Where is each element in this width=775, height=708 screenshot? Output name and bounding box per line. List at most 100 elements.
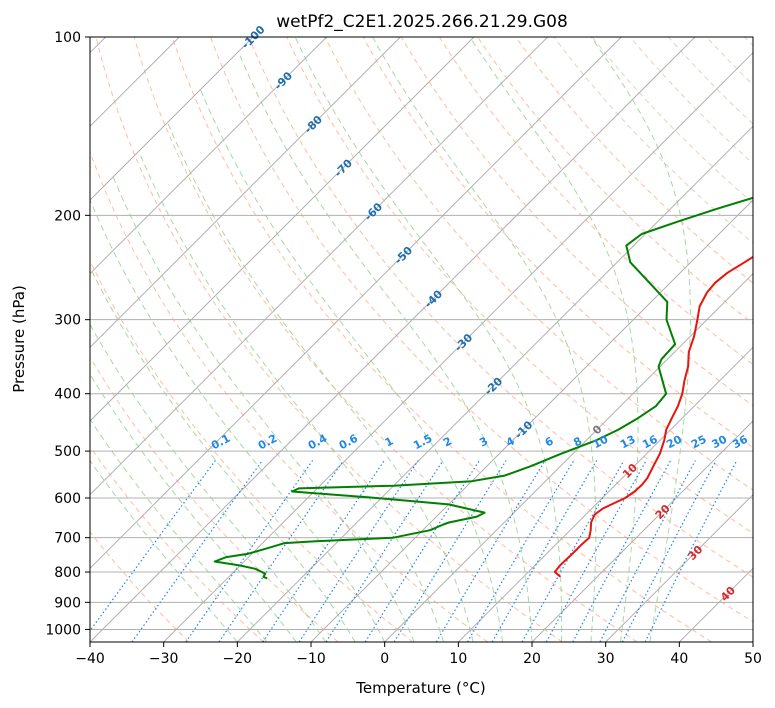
dry-adiabat-30 [133, 37, 638, 642]
mixing-ratio-label-9: 6 [543, 434, 556, 449]
isotherm-label-4: -60 [362, 200, 385, 223]
isotherm--40 [90, 37, 696, 642]
isotherm-0 [384, 272, 753, 642]
y-tick-label-400: 400 [54, 387, 81, 403]
mixing-ratio-label-16: 30 [710, 433, 730, 452]
mixing-ratio-label-15: 25 [689, 433, 709, 452]
isotherm-label-7: -30 [452, 331, 475, 354]
x-tick-label--10: −10 [296, 651, 326, 667]
isotherm-label-11: 10 [620, 461, 640, 481]
dry-adiabat-0 [90, 259, 414, 642]
dry-adiabat-80 [324, 37, 753, 491]
axes: −40 −30 −20 −10 0 10 20 30 40 5010020030040050060… [45, 30, 762, 667]
moist-adiabat--12 [90, 373, 297, 642]
moist-adiabat--4 [90, 266, 356, 642]
plot-frame [89, 36, 754, 643]
temperature-profile [553, 255, 753, 578]
x-tick-label--40: −40 [75, 651, 105, 667]
mixing-ratio-lines [90, 460, 738, 642]
mixing-ratio-line-11 [491, 460, 598, 642]
x-axis-label: Temperature (°C) [355, 679, 485, 697]
profiles [213, 196, 753, 580]
isotherm--10 [310, 199, 753, 642]
isotherm--50 [90, 37, 622, 570]
dry-adiabat-60 [248, 37, 753, 578]
y-tick-label-100: 100 [54, 30, 81, 46]
mixing-ratio-line-5 [298, 460, 419, 642]
mixing-ratio-label-13: 16 [640, 433, 660, 452]
isotherm-10 [457, 346, 753, 642]
mixing-ratio-line-13 [545, 460, 647, 642]
mixing-ratio-line-0 [90, 460, 216, 632]
mixing-ratio-line-8 [393, 460, 507, 642]
dry-adiabat--10 [90, 356, 339, 642]
chart-title: wetPf2_C2E1.2025.266.21.29.G08 [276, 12, 568, 32]
moist-adiabat-32 [469, 37, 639, 642]
isotherm--30 [163, 51, 753, 642]
moist-adiabat-0 [90, 200, 386, 642]
grid-layer [90, 36, 753, 630]
mixing-ratio-line-12 [521, 460, 625, 642]
isotherm--90 [90, 37, 328, 275]
moist-adiabat-20 [237, 50, 533, 642]
mixing-ratio-label-11: 10 [591, 432, 611, 451]
moist-adiabat-28 [372, 37, 597, 642]
mixing-ratio-label-12: 13 [618, 433, 638, 452]
dry-adiabat-10 [90, 150, 488, 642]
mixing-ratio-label-10: 8 [571, 434, 584, 449]
y-tick-label-900: 900 [54, 595, 81, 611]
dry-adiabat-150 [591, 37, 753, 204]
y-tick-label-600: 600 [54, 491, 81, 507]
mixing-ratio-line-7 [364, 460, 480, 642]
moist-adiabat-12 [166, 121, 474, 642]
dry-adiabats [90, 37, 753, 642]
y-tick-label-200: 200 [54, 208, 81, 224]
isotherm-50 [752, 641, 753, 642]
isotherm--70 [90, 37, 475, 422]
x-tick-label--20: −20 [223, 651, 253, 667]
isotherm-30 [605, 493, 753, 642]
mixing-ratio-line-10 [466, 460, 575, 642]
mixing-ratio-label-17: 36 [730, 433, 750, 452]
dry-adiabat-110 [438, 37, 753, 365]
mixing-ratio-line-15 [599, 460, 696, 642]
mixing-ratio-line-1 [131, 460, 263, 642]
mixing-ratio-label-2: 0.4 [306, 432, 330, 453]
isotherm--80 [90, 37, 401, 349]
moist-adiabat-4 [112, 175, 415, 642]
isotherm-20 [531, 420, 753, 642]
moist-adiabat--16 [90, 418, 268, 642]
dry-adiabat-100 [400, 37, 753, 407]
mixing-ratio-label-4: 1 [383, 434, 396, 449]
dry-adiabat-170 [668, 37, 753, 125]
x-tick-label-30: 30 [597, 651, 615, 667]
mixing-ratio-line-14 [572, 460, 672, 642]
plot-area [90, 37, 753, 642]
dry-adiabat-190 [744, 37, 753, 47]
mixing-ratio-line-3 [218, 460, 344, 642]
isotherm--60 [90, 37, 549, 496]
dry-adiabat-180 [706, 37, 753, 86]
y-tick-label-500: 500 [54, 444, 81, 460]
moist-adiabat-36 [590, 37, 691, 642]
isotherm-label-9: -10 [512, 418, 535, 441]
dry-adiabat--30 [90, 531, 190, 642]
dry-adiabat-120 [477, 37, 753, 325]
dry-adiabat-70 [286, 37, 753, 534]
moist-adiabat--20 [90, 459, 238, 642]
y-tick-label-700: 700 [54, 531, 81, 547]
isotherm-label-2: -80 [302, 113, 325, 136]
line-labels: 0.1 0.2 0.4 0.6 1 1.5 2 3 4 6 8 10 13 16 20 25 30 36-100-… [209, 23, 750, 604]
x-tick-label-0: 0 [380, 651, 389, 667]
moist-adiabat-24 [294, 37, 563, 642]
y-tick-label-1000: 1000 [45, 622, 81, 638]
isotherms [90, 37, 753, 642]
mixing-ratio-line-2 [185, 460, 314, 642]
dry-adiabat-140 [553, 37, 753, 244]
x-tick-label-50: 50 [744, 651, 762, 667]
moist-adiabat-8 [138, 151, 445, 642]
moist-adiabat--8 [90, 323, 327, 642]
dry-adiabat-20 [95, 37, 563, 642]
moist-adiabat-16 [200, 89, 503, 642]
x-tick-label--30: −30 [149, 651, 179, 667]
